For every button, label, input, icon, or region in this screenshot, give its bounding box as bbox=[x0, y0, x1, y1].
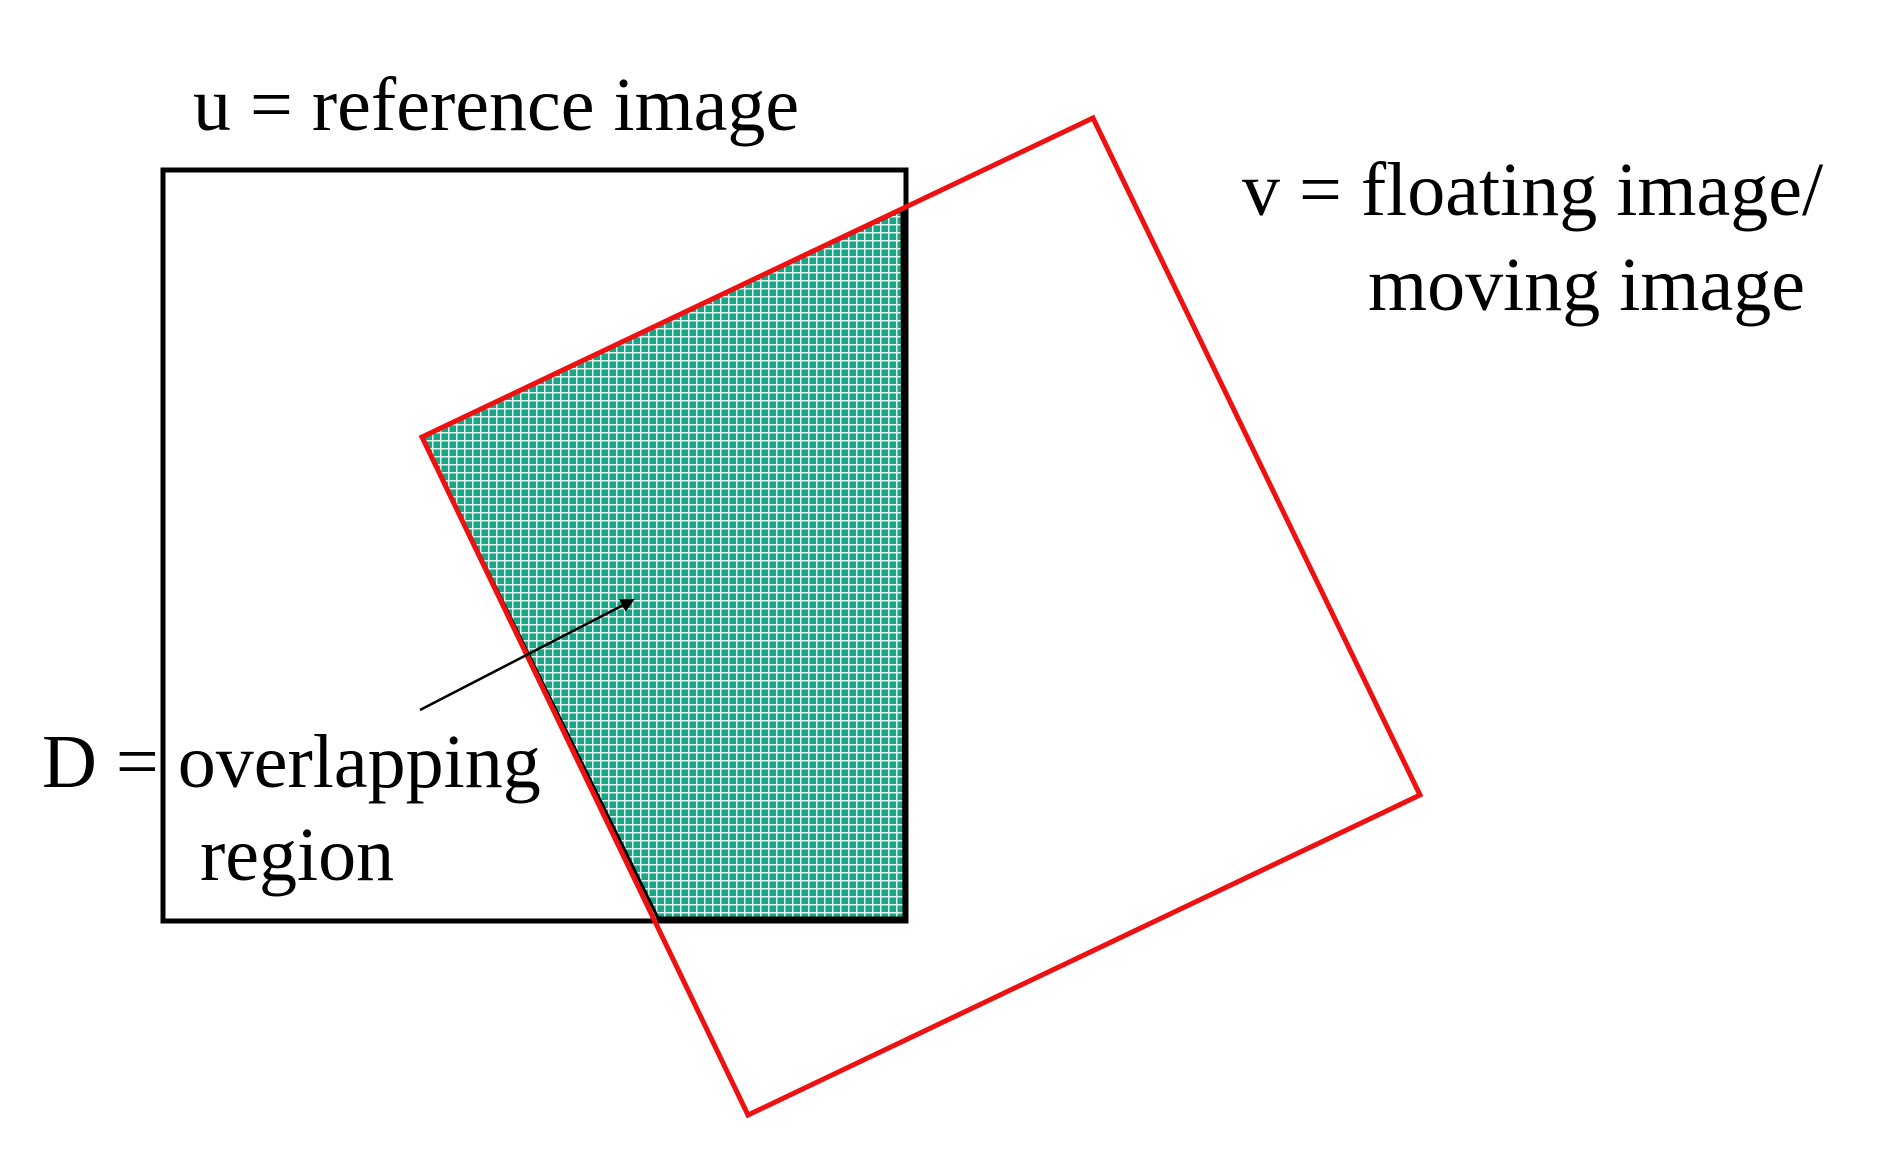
label-floating-image-line1: v = floating image/ bbox=[1242, 148, 1824, 232]
label-overlap-line2: region bbox=[200, 813, 394, 897]
overlap-arrow bbox=[419, 598, 635, 712]
floating-image-frame bbox=[418, 114, 1424, 1119]
overlap-region bbox=[419, 207, 906, 920]
reference-image-frame bbox=[160, 167, 909, 924]
label-overlap-line1: D = overlapping bbox=[42, 720, 541, 804]
label-reference-image: u = reference image bbox=[193, 63, 799, 147]
label-floating-image-line2: moving image bbox=[1368, 243, 1805, 327]
